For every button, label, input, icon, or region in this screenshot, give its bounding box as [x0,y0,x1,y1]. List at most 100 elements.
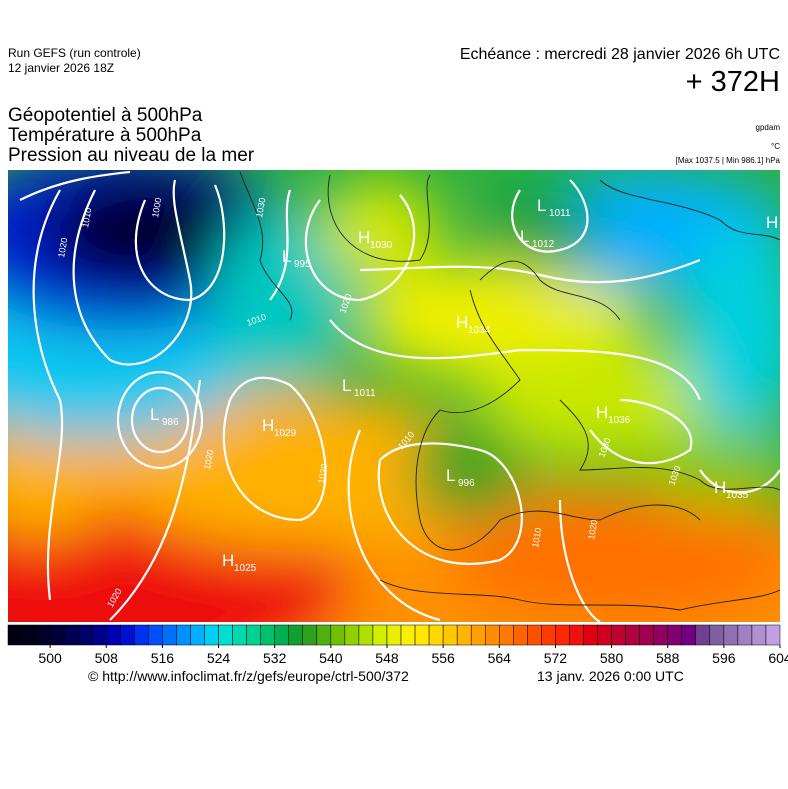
center-value: 996 [458,478,475,489]
field-shading [8,170,780,622]
colorbar-cell [484,624,500,646]
colorbar-label: 508 [95,650,119,666]
colorbar-cell [597,624,612,646]
colorbar-cell [723,624,739,646]
coastlines [239,171,780,611]
colorbar-cell [232,624,247,646]
source: © http://www.infoclimat.fr/z/gefs/europe… [88,668,409,684]
center-value: 1011 [354,388,376,399]
colorbar-label: 564 [488,650,512,666]
center-value: 1011 [549,208,571,219]
colorbar-cell [414,624,430,646]
colorbar-cell [667,624,682,646]
colorbar-cell [737,624,753,646]
center-type: H [596,403,608,422]
center-type: H [766,213,778,232]
colorbar-label: 516 [151,650,175,666]
center-value: 1029 [274,428,297,439]
isobar-label: 1020 [586,519,599,540]
colorbar-cell [751,624,767,646]
colorbar: 500 508 516 524 532 540 548 556 564 572 580 588 596 6… [7,624,788,666]
colorbar-cell [513,624,528,646]
colorbar-cell [583,624,598,646]
colorbar-cell [35,624,51,646]
colorbar-cell [246,624,261,646]
isobar-label: 1010 [80,207,93,228]
colorbar-cell [63,624,79,646]
colorbar-cell [302,624,318,646]
center-type: L [537,196,546,215]
center-type: H [262,416,274,435]
colorbar-cell [134,624,149,646]
isobar-label: 1030 [254,197,267,218]
colorbar-cell [162,624,177,646]
colorbar-label: 572 [544,650,568,666]
colorbar-cell [77,624,93,646]
colorbar-cell [372,624,388,646]
center-type: H [358,228,370,247]
colorbar-label: 540 [319,650,343,666]
center-value: 1035 [726,490,749,501]
colorbar-cell [148,624,163,646]
colorbar-cell [428,624,444,646]
colorbar-cell [386,624,402,646]
colorbar-cell [204,624,219,646]
colorbar-cell [274,624,289,646]
colorbar-cell [330,624,346,646]
colorbar-cell [120,624,135,646]
colorbar-label: 588 [656,650,680,666]
colorbar-cell [709,624,725,646]
run-date: 12 janvier 2026 18Z [8,61,115,75]
lead-time: + 372H [685,66,780,98]
colorbar-cell [316,624,332,646]
colorbar-cell [527,624,542,646]
colorbar-label: 532 [263,650,287,666]
colorbar-cell [260,624,275,646]
center-type: L [446,466,455,485]
colorbar-cell [470,624,486,646]
isobars [19,170,780,622]
colorbar-label: 596 [712,650,736,666]
unit: gpdam [755,123,780,132]
colorbar-label: 548 [375,650,399,666]
colorbar-cell [695,624,711,646]
colorbar-cell [442,624,458,646]
colorbar-cell [499,624,514,646]
colorbar-cell [569,624,584,646]
colorbar-cell [456,624,472,646]
isobar-label: 1000 [150,197,163,218]
colorbar-cell [625,624,640,646]
center-type: H [222,551,234,570]
center-type: L [342,376,351,395]
center-value: 1036 [608,415,631,426]
center-type: H [714,478,726,497]
colorbar-label: 604 [768,650,788,666]
isobar-label: 1020 [202,449,215,470]
colorbar-label: 556 [431,650,455,666]
colorbar-cell [176,624,191,646]
run: Run GEFS (run controle) [8,46,141,60]
colorbar-cell [765,624,781,646]
colorbar-label: 500 [38,650,62,666]
colorbar-cell [358,624,374,646]
colorbar-cell [541,624,556,646]
colorbar-cell [555,624,570,646]
isobar-label: 1020 [56,237,69,258]
unit: °C [771,142,780,151]
colorbar-cell [218,624,233,646]
colorbar-cell [344,624,360,646]
center-type: L [520,227,529,246]
center-value: 1012 [532,239,555,250]
center-value: 1025 [234,563,257,574]
colorbar-cell [21,624,37,646]
center-value: 1030 [370,240,393,251]
colorbar-label: 524 [207,650,231,666]
colorbar-cell [106,624,121,646]
center-value: 986 [162,417,179,428]
unit: [Max 1037.5 | Min 986.1] hPa [675,156,780,165]
valid-time: Echéance : mercredi 28 janvier 2026 6h U… [459,46,780,63]
colorbar-cell [400,624,416,646]
colorbar-cell [190,624,205,646]
